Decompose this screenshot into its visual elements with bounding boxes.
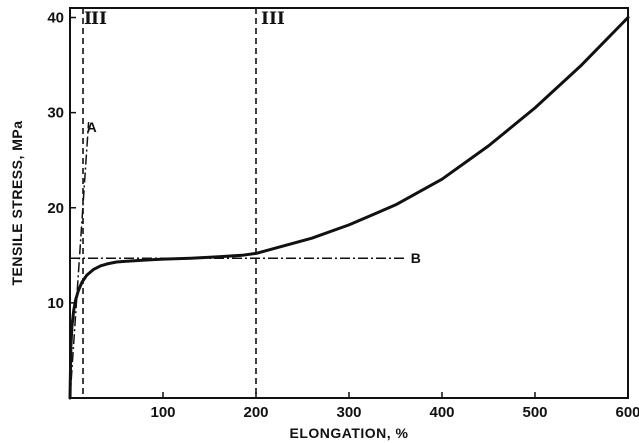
y-axis-title: TENSILE STRESS, MPa [9,120,25,285]
x-tick-label-200: 200 [243,404,268,421]
region-label-III: III [261,9,285,29]
curves: AB [68,16,630,400]
y-tick-label-30: 30 [47,105,64,122]
y-tick-label-40: 40 [47,10,64,27]
region-label-I: I [84,9,92,29]
y-tick-label-20: 20 [47,200,64,217]
y-tick-label-10: 10 [47,295,64,312]
curve-label-A: A [87,119,97,135]
region-label-II: II [91,9,107,29]
x-tick-label-400: 400 [429,404,454,421]
plot-area: I II III [69,7,629,399]
curve-label-B: B [411,250,421,266]
ticks: 100 200 300 400 500 600 10 20 30 40 [47,10,639,421]
x-tick-label-100: 100 [150,404,175,421]
line-A [69,122,90,399]
stress-strain-curve [68,16,630,400]
plot-frame [69,7,629,399]
x-axis-title: ELONGATION, % [289,425,408,441]
x-tick-label-300: 300 [336,404,361,421]
x-tick-label-500: 500 [522,404,547,421]
x-tick-label-600: 600 [615,404,639,421]
